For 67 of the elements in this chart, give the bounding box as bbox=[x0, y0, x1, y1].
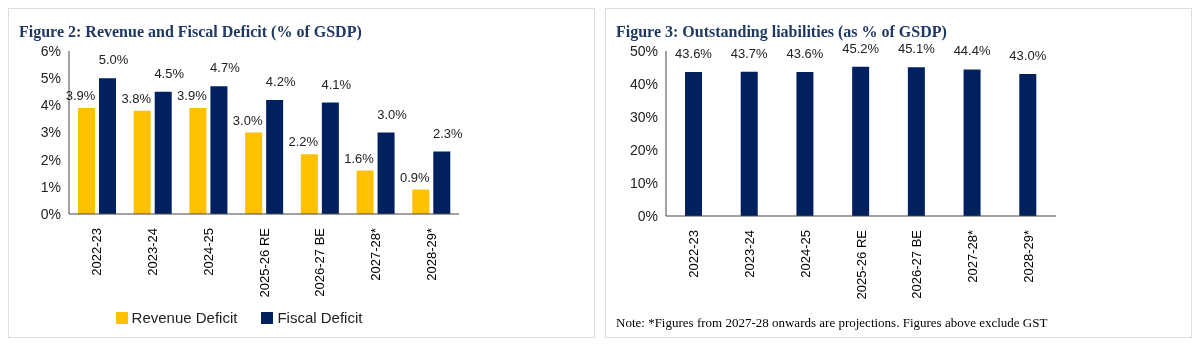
y-tick-label: 0% bbox=[40, 205, 61, 222]
y-tick-label: 4% bbox=[40, 97, 61, 114]
data-label: 3.9% bbox=[65, 88, 96, 104]
data-label: 2.2% bbox=[288, 134, 319, 150]
bar bbox=[377, 132, 395, 214]
bar bbox=[356, 170, 374, 214]
data-label: 4.5% bbox=[154, 65, 185, 81]
bar bbox=[154, 91, 172, 214]
y-tick-label: 50% bbox=[629, 42, 658, 59]
data-label: 43.6% bbox=[786, 46, 824, 62]
data-label: 43.0% bbox=[1009, 48, 1047, 64]
x-tick-label: 2023-24 bbox=[145, 228, 161, 276]
bar bbox=[210, 86, 228, 214]
y-tick-label: 10% bbox=[629, 174, 658, 191]
x-tick-label: 2027-28* bbox=[964, 230, 980, 283]
data-label: 44.4% bbox=[953, 43, 991, 59]
y-tick-label: 40% bbox=[629, 75, 658, 92]
bar bbox=[189, 108, 207, 214]
bar bbox=[245, 132, 263, 214]
data-label: 43.6% bbox=[675, 46, 713, 62]
y-tick-label: 5% bbox=[40, 70, 61, 87]
legend-label: Fiscal Deficit bbox=[276, 309, 363, 326]
bar bbox=[133, 110, 151, 214]
bar bbox=[99, 78, 116, 214]
data-label: 2.3% bbox=[432, 125, 464, 141]
bar bbox=[321, 102, 339, 214]
x-tick-label: 2025-26 RE bbox=[853, 229, 869, 300]
y-tick-label: 6% bbox=[40, 42, 61, 59]
data-label: 3.0% bbox=[377, 106, 408, 122]
x-tick-label: 2024-25 bbox=[797, 230, 813, 278]
chart-title: Figure 2: Revenue and Fiscal Deficit (% of GSDP) bbox=[18, 22, 363, 41]
data-label: 0.9% bbox=[399, 169, 431, 185]
data-label: 3.0% bbox=[232, 112, 263, 128]
legend-label: Revenue Deficit bbox=[130, 309, 238, 326]
bar bbox=[266, 99, 284, 214]
data-label: 45.2% bbox=[842, 40, 880, 56]
data-label: 4.2% bbox=[265, 73, 296, 89]
bar bbox=[300, 154, 318, 214]
data-label: 3.8% bbox=[121, 90, 152, 106]
text: Note: *Figures from 2027-28 onwards are projections. Figures above exclude GST bbox=[616, 315, 1048, 331]
bar bbox=[78, 108, 95, 214]
y-tick-label: 1% bbox=[40, 178, 61, 195]
data-label: 43.7% bbox=[730, 45, 769, 61]
data-label: 45.1% bbox=[897, 41, 936, 57]
y-tick-label: 20% bbox=[629, 141, 658, 158]
x-tick-label: 2022-23 bbox=[686, 230, 702, 278]
x-tick-label: 2027-28* bbox=[367, 228, 383, 281]
y-tick-label: 0% bbox=[637, 207, 658, 224]
x-tick-label: 2023-24 bbox=[742, 230, 758, 278]
x-tick-label: 2026-27 BE bbox=[909, 229, 925, 299]
x-tick-label: 2028-29* bbox=[423, 228, 439, 281]
x-tick-label: 2026-27 BE bbox=[312, 227, 328, 297]
bar bbox=[433, 151, 451, 214]
data-label: 4.1% bbox=[321, 76, 352, 92]
y-tick-label: 3% bbox=[40, 124, 61, 141]
x-tick-label: 2028-29* bbox=[1020, 230, 1036, 283]
x-tick-label: 2022-23 bbox=[89, 228, 105, 276]
y-tick-label: 30% bbox=[629, 108, 658, 125]
x-tick-label: 2025-26 RE bbox=[256, 227, 272, 298]
data-label: 4.7% bbox=[210, 60, 241, 76]
x-tick-label: 2024-25 bbox=[200, 228, 216, 276]
chart-title: Figure 3: Outstanding liabilities (as % of GSDP) bbox=[615, 22, 948, 41]
data-label: 3.9% bbox=[177, 88, 208, 104]
data-label: 1.6% bbox=[344, 150, 375, 166]
data-label: 5.0% bbox=[98, 52, 129, 68]
y-tick-label: 2% bbox=[40, 151, 61, 168]
bar bbox=[412, 189, 430, 214]
